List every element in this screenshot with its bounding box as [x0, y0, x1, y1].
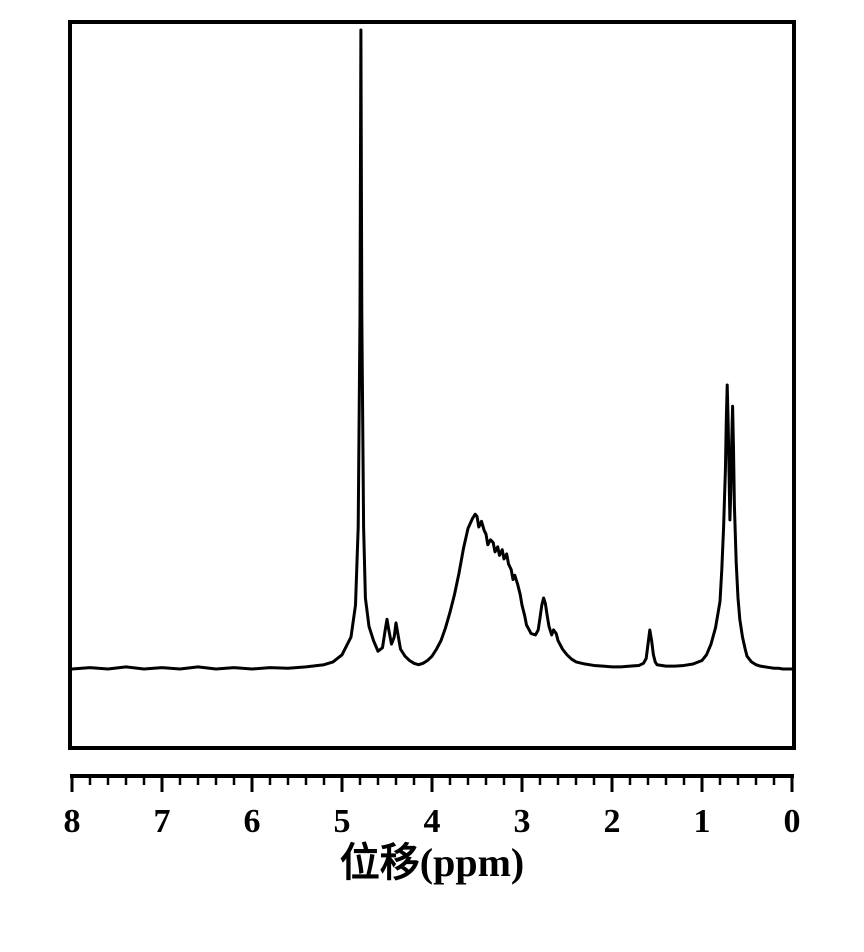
svg-text:4: 4 — [424, 803, 441, 840]
svg-text:6: 6 — [244, 803, 261, 840]
svg-text:7: 7 — [154, 803, 171, 840]
svg-text:位移(ppm): 位移(ppm) — [340, 840, 524, 885]
svg-text:1: 1 — [694, 803, 711, 840]
svg-text:2: 2 — [604, 803, 621, 840]
svg-text:0: 0 — [784, 803, 801, 840]
svg-text:8: 8 — [64, 803, 81, 840]
svg-text:3: 3 — [514, 803, 531, 840]
chart-svg: 8 7 6 5 4 3 2 1 0 位移(ppm) — [52, 20, 812, 890]
nmr-spectrum-chart: 8 7 6 5 4 3 2 1 0 位移(ppm) — [52, 20, 812, 890]
svg-text:5: 5 — [334, 803, 351, 840]
